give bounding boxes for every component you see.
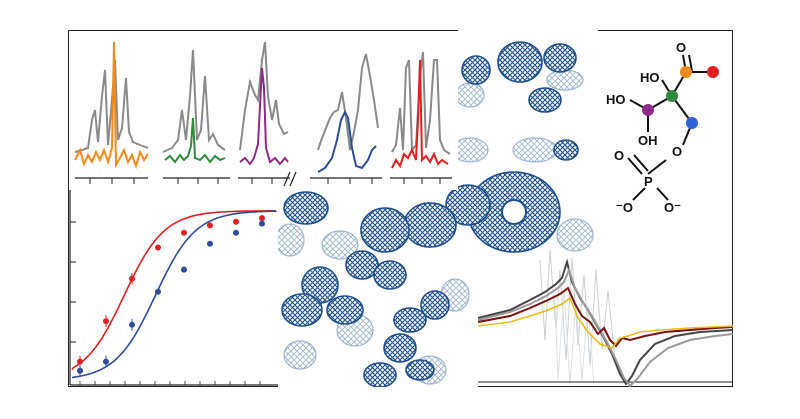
data-point-blue: [207, 240, 213, 247]
atom-red: [707, 66, 719, 78]
atom-label-ho-1: HO: [640, 70, 660, 85]
atom-label-o-top: O: [676, 40, 686, 55]
data-point-red: [233, 218, 239, 225]
trace-dark-red: [477, 286, 734, 348]
atom-label-o-minus-right: O⁻: [664, 200, 681, 215]
overlay-trace-purple: [239, 67, 289, 166]
x-axis-minor-ticks: [79, 381, 261, 385]
atom-label-p: P: [644, 174, 653, 189]
overlay-trace-red: [391, 59, 449, 169]
data-point-red: [207, 222, 213, 229]
data-point-blue: [155, 288, 161, 295]
spectrum-panel-green: [162, 49, 230, 184]
atom-green: [666, 90, 678, 102]
spectrum-panel-blue: [310, 53, 382, 184]
reference-trace: [162, 49, 226, 153]
atom-label-o-double: O: [614, 148, 624, 163]
atom-label-ho-2: HO: [606, 92, 626, 107]
axis-break-marks: [283, 171, 297, 187]
difference-spectra-panel: [477, 249, 734, 388]
reference-trace: [74, 59, 149, 153]
spectrum-panel-purple: [238, 41, 297, 187]
atom-orange: [680, 66, 692, 78]
data-point-blue: [181, 266, 187, 273]
reference-trace: [317, 53, 379, 151]
overlay-trace-blue: [317, 109, 377, 173]
atom-label-o-minus-left: ⁻O: [616, 200, 633, 215]
reference-trace: [239, 41, 289, 151]
density-ring-hole: [501, 199, 527, 225]
fit-curve-blue: [71, 210, 277, 379]
atom-purple: [642, 104, 654, 116]
trace-yellow: [477, 296, 734, 349]
overlay-trace-green: [164, 117, 226, 164]
faint-traces: [539, 249, 616, 366]
binding-curve-panel: [69, 190, 278, 386]
trace-light-gray: [477, 267, 734, 388]
data-point-red: [181, 229, 187, 236]
faint-traces-2: [554, 289, 595, 386]
spectra-panels: [74, 41, 452, 187]
data-point-red: [259, 215, 265, 222]
data-point-red: [155, 244, 161, 251]
y-axis-ticks: [70, 221, 76, 343]
atom-label-o-ester: O: [672, 144, 682, 159]
data-point-blue: [233, 229, 239, 236]
molecule-structure: O HO HO OH O O P ⁻O O⁻: [606, 40, 719, 215]
spectrum-panel-red: [390, 51, 452, 184]
overlay-trace-orange: [74, 41, 149, 170]
data-point-blue: [259, 220, 265, 227]
spectrum-panel-orange: [74, 41, 149, 184]
density-dark: [281, 41, 579, 387]
atom-blue: [686, 117, 698, 129]
atom-label-oh: OH: [638, 133, 658, 148]
trace-dark-gray: [477, 258, 734, 386]
fit-curve-red: [71, 210, 276, 371]
binding-series: [71, 210, 277, 379]
